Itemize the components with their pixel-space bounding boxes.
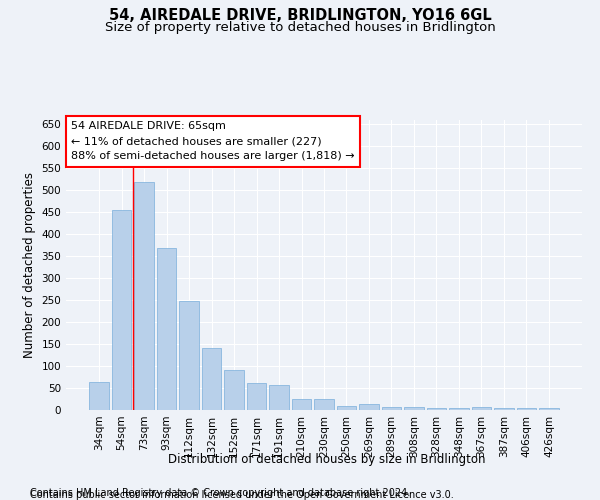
Bar <box>202 348 221 410</box>
Bar <box>449 408 469 410</box>
Text: Contains public sector information licensed under the Open Government Licence v3: Contains public sector information licen… <box>30 490 454 500</box>
Bar <box>472 408 491 410</box>
Bar <box>382 407 401 410</box>
Bar <box>517 408 536 410</box>
Bar <box>224 370 244 410</box>
Bar <box>314 398 334 410</box>
Bar <box>292 398 311 410</box>
Y-axis label: Number of detached properties: Number of detached properties <box>23 172 36 358</box>
Bar <box>112 210 131 410</box>
Bar <box>89 382 109 410</box>
Text: Distribution of detached houses by size in Bridlington: Distribution of detached houses by size … <box>168 452 486 466</box>
Bar <box>179 300 199 410</box>
Bar <box>269 386 289 410</box>
Bar <box>337 406 356 410</box>
Bar <box>404 407 424 410</box>
Bar <box>427 408 446 410</box>
Bar <box>494 408 514 410</box>
Text: Contains HM Land Registry data © Crown copyright and database right 2024.: Contains HM Land Registry data © Crown c… <box>30 488 410 498</box>
Bar <box>539 408 559 410</box>
Bar <box>359 404 379 410</box>
Bar <box>157 248 176 410</box>
Text: 54, AIREDALE DRIVE, BRIDLINGTON, YO16 6GL: 54, AIREDALE DRIVE, BRIDLINGTON, YO16 6G… <box>109 8 491 22</box>
Text: 54 AIREDALE DRIVE: 65sqm
← 11% of detached houses are smaller (227)
88% of semi-: 54 AIREDALE DRIVE: 65sqm ← 11% of detach… <box>71 122 355 161</box>
Bar <box>247 383 266 410</box>
Bar <box>134 182 154 410</box>
Text: Size of property relative to detached houses in Bridlington: Size of property relative to detached ho… <box>104 21 496 34</box>
